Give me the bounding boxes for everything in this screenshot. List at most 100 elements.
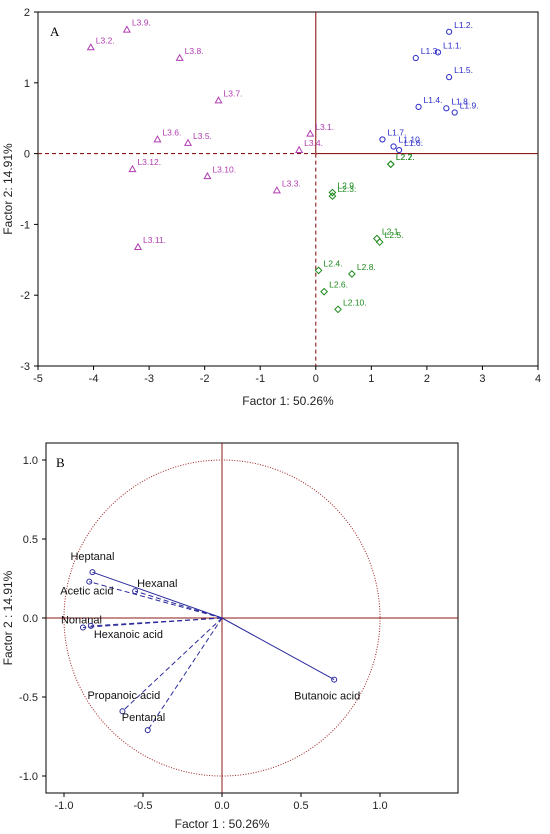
panel-b-y-ticks: 1.0 0.5 0.0 -0.5 -1.0 xyxy=(19,455,46,783)
panel-a-point-circle xyxy=(446,74,453,81)
panel-a-score-plot: A -5 -4 -3 -2 -1 0 1 2 3 4 210-1-2-3 L1.2.L1.1.L1… xyxy=(1,7,541,408)
panel-a-reference-lines xyxy=(38,12,538,366)
panel-b-y-tick-label: -1.0 xyxy=(19,771,38,783)
panel-a-point-label: L1.1. xyxy=(443,40,462,50)
panel-b-x-tick-label: 0.5 xyxy=(293,800,308,812)
panel-a-point-triangle xyxy=(122,25,131,33)
panel-b-y-axis-title: Factor 2 : 14.91% xyxy=(1,570,15,665)
panel-a-point-label: L3.5. xyxy=(193,131,212,141)
panel-b-variable-label: Pentanal xyxy=(122,712,165,724)
panel-b-variable-label: Hexanal xyxy=(137,578,177,590)
panel-b-variable-label: Hexanoic acid xyxy=(94,629,163,641)
panel-a-point-label: L2.3. xyxy=(337,184,356,194)
panel-a-point-label: L2.4. xyxy=(324,258,343,268)
panel-b-vector-point xyxy=(119,708,126,715)
panel-a-point-circle xyxy=(451,109,458,116)
panel-b-vector-point xyxy=(86,578,93,585)
panel-a-point-label: L1.8. xyxy=(451,96,470,106)
panel-a-point-label: L2.1. xyxy=(382,227,401,237)
panel-a-point-label: L2.6. xyxy=(329,280,348,290)
panel-b-vector-line xyxy=(122,617,223,712)
panel-a-y-tick-label: -2 xyxy=(20,290,30,302)
panel-a-x-tick-label: -1 xyxy=(255,373,265,385)
panel-b-x-tick-label: -1.0 xyxy=(55,800,74,812)
panel-b-variable-label: Acetic acid xyxy=(60,586,113,598)
panel-a-point-label: L3.11. xyxy=(143,235,166,245)
panel-a-point-label: L1.2. xyxy=(454,20,473,30)
panel-b-loading-plot: B -1.0 -0.5 0.0 0.5 1.0 1.0 0.5 0.0 -0.5 -1.0 He… xyxy=(1,442,459,831)
panel-a-point-label: L1.6. xyxy=(404,138,423,148)
panel-a-point-label: L1.4. xyxy=(424,95,443,105)
panel-b-y-tick-label: 0.0 xyxy=(23,613,38,625)
panel-b-vector-line xyxy=(92,571,223,619)
panel-a-point-diamond xyxy=(347,270,356,278)
panel-a-y-tick-label: -1 xyxy=(20,219,30,231)
panel-b-vectors: Heptanal Acetic acid Hexanal Nonanal Hexanoi… xyxy=(60,551,360,734)
panel-a-point-triangle xyxy=(128,164,137,173)
panel-a-point-label: L2.7. xyxy=(396,152,415,162)
panel-b-vector-point xyxy=(89,569,96,576)
panel-a-point-circle xyxy=(443,105,450,112)
panel-a-point-triangle xyxy=(214,96,223,104)
panel-a-x-ticks: -5 -4 -3 -2 -1 0 1 2 3 4 xyxy=(33,366,541,385)
panel-a-point-triangle xyxy=(133,242,143,250)
panel-b-vector-point xyxy=(144,727,151,734)
panel-a-point-circle xyxy=(396,146,403,154)
panel-a-point-label: L2.10. xyxy=(343,297,367,307)
panel-a-point-circle xyxy=(446,28,453,35)
panel-a-x-tick-label: 1 xyxy=(368,373,374,385)
panel-a-point-label: L3.10. xyxy=(212,164,236,174)
panel-a-letter: A xyxy=(50,24,60,39)
panel-a-point-circle xyxy=(412,54,419,62)
panel-a-point-diamond xyxy=(314,266,323,275)
panel-b-y-tick-label: 0.5 xyxy=(23,534,38,546)
panel-a-x-tick-label: 3 xyxy=(479,373,485,385)
panel-a-point-label: L3.12. xyxy=(137,157,161,167)
panel-a-point-diamond xyxy=(386,160,395,169)
panel-a-point-label: L3.2. xyxy=(96,35,115,45)
panel-a-point-diamond xyxy=(328,192,337,200)
panel-a-point-circle xyxy=(415,103,422,110)
panel-a-point-triangle xyxy=(272,186,281,194)
panel-b-vector-line xyxy=(221,617,335,681)
panel-b-x-tick-label: 0.0 xyxy=(214,800,229,812)
panel-b-letter: B xyxy=(56,455,65,470)
panel-b-y-tick-label: -0.5 xyxy=(19,692,38,704)
panel-a-point-circle xyxy=(379,136,386,143)
panel-a-point-label: L3.3. xyxy=(282,178,301,188)
panel-b-vector-point xyxy=(132,588,139,595)
panel-a-point-label: L1.7. xyxy=(387,127,406,137)
panel-b-x-tick-label: 1.0 xyxy=(372,800,387,812)
panel-a-point-diamond xyxy=(334,305,342,314)
panel-a-point-label: L1.10. xyxy=(399,135,423,145)
panel-a-point-triangle xyxy=(295,145,304,153)
panel-a-point-triangle xyxy=(183,138,193,146)
panel-a-y-ticks: 2 1 0 -1 -2 -3 xyxy=(20,7,38,373)
panel-a-x-tick-label: -5 xyxy=(33,373,43,385)
panel-a-point-label: L3.6. xyxy=(162,127,181,137)
panel-a-point-triangle xyxy=(86,43,95,51)
panel-a-x-tick-label: 0 xyxy=(313,373,319,385)
panel-a-plot-frame xyxy=(37,11,539,367)
panel-a-x-tick-label: 2 xyxy=(424,373,430,385)
panel-b-vector-point xyxy=(79,624,86,631)
panel-b-vector-point xyxy=(87,622,94,629)
panel-a-y-tick-label: 0 xyxy=(24,149,30,161)
panel-a-point-triangle xyxy=(203,171,212,180)
panel-b-variable-label: Propanoic acid xyxy=(87,690,160,702)
panel-b-variable-label: Butanoic acid xyxy=(294,691,360,703)
panel-a-y-tick-label: 1 xyxy=(24,78,30,90)
panel-b-vector-line xyxy=(90,617,223,627)
panel-a-point-diamond xyxy=(328,188,337,197)
panel-a-point-label: L3.8. xyxy=(185,46,204,56)
panel-b-vector-point xyxy=(331,676,338,683)
panel-a-point-label: L2.5. xyxy=(385,230,404,240)
panel-a-x-tick-label: -4 xyxy=(89,373,99,385)
panel-a-y-tick-label: -3 xyxy=(20,361,30,373)
panel-a-point-label: L3.4. xyxy=(304,138,323,148)
panel-a-y-tick-label: 2 xyxy=(24,7,30,19)
panel-a-point-label: L2.2. xyxy=(396,152,415,162)
panel-a-point-label: L1.9. xyxy=(460,101,479,111)
panel-b-vector-line xyxy=(147,617,223,731)
